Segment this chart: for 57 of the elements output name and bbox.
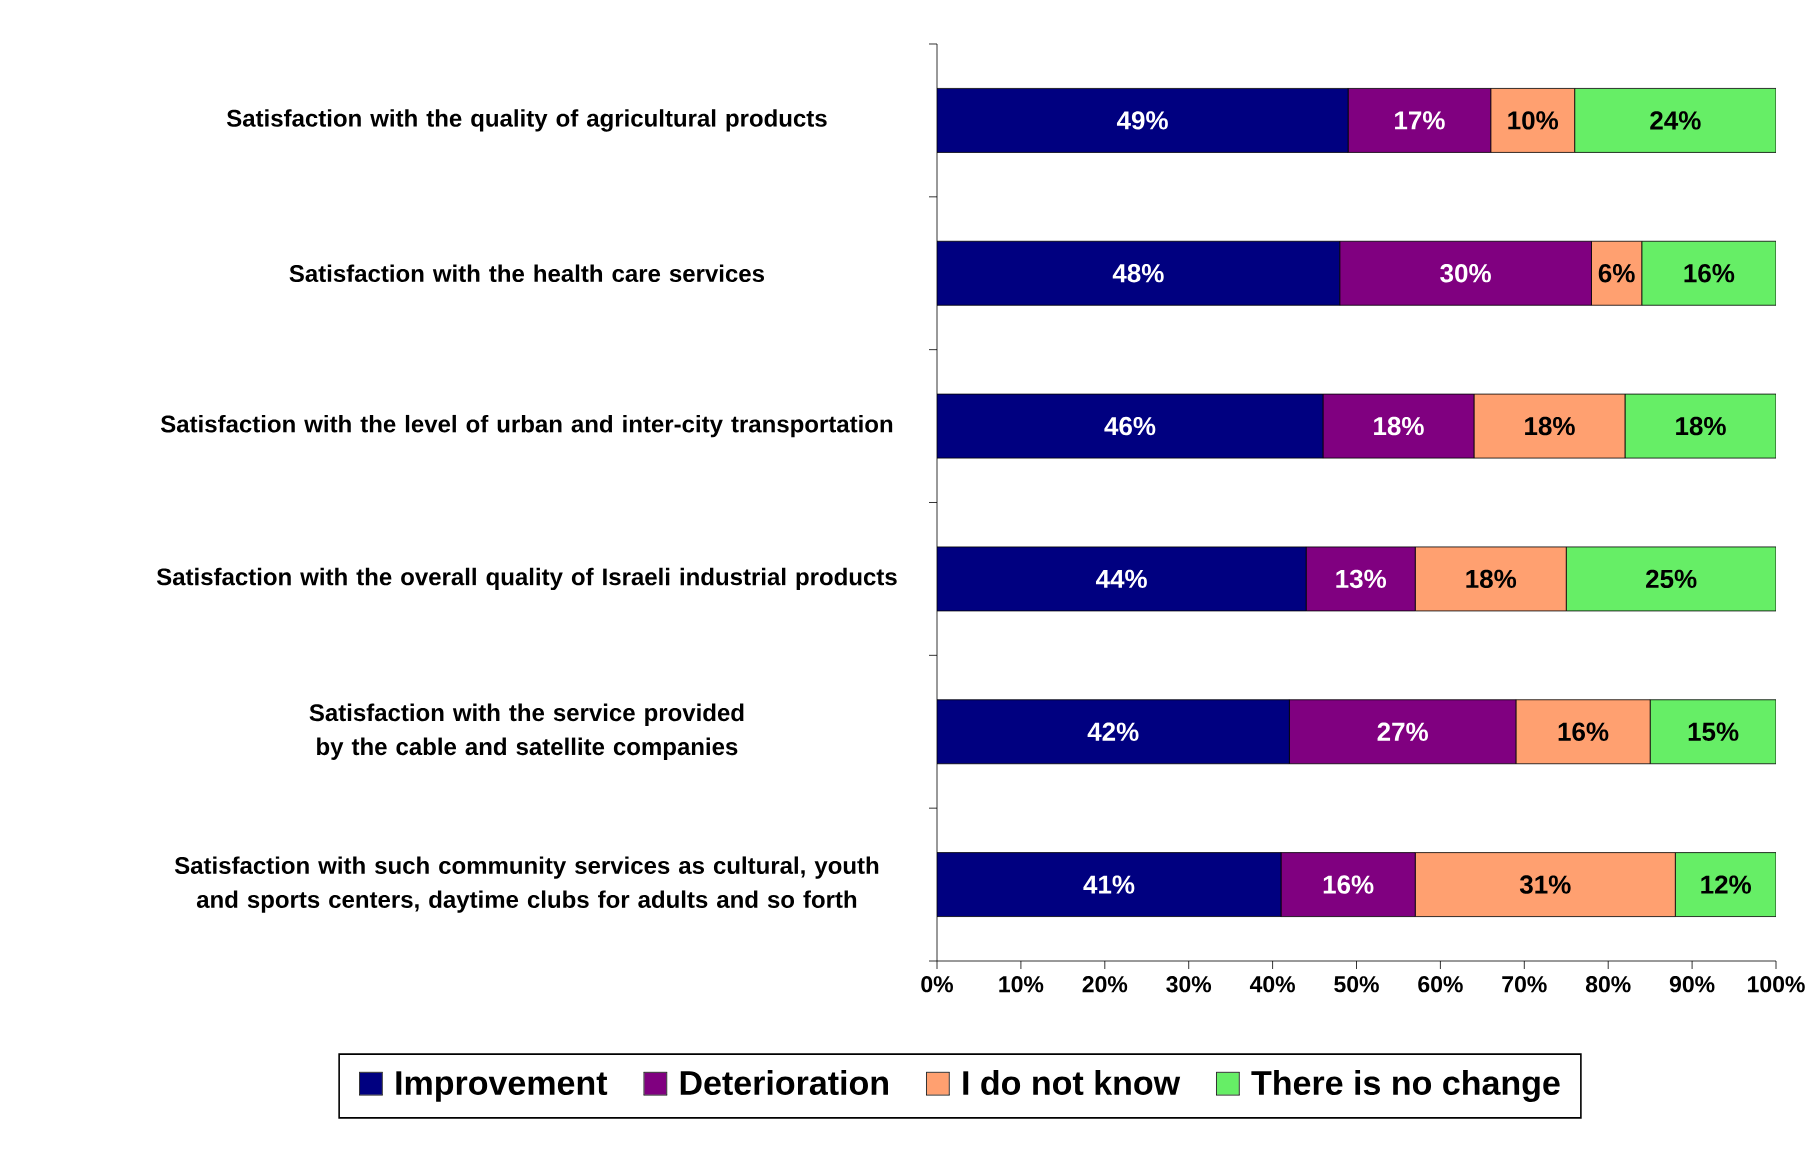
bar [937, 393, 1324, 459]
data-label: 18% [1525, 416, 1575, 436]
data-label: 41% [1083, 875, 1135, 894]
bar [937, 546, 1307, 612]
bar [1574, 88, 1777, 153]
data-label: 49% [1116, 111, 1168, 130]
data-label: 18% [1676, 416, 1726, 436]
data-label: 25% [1646, 569, 1697, 589]
x-tick-label: 0% [921, 976, 953, 993]
bar [1565, 546, 1777, 612]
bar [937, 88, 1349, 153]
data-label: 16% [1684, 264, 1735, 283]
legend-label: Deterioration [680, 1070, 888, 1096]
data-label: 18% [1374, 416, 1424, 436]
data-label: 15% [1688, 722, 1739, 741]
data-label: 13% [1336, 569, 1387, 589]
bar [937, 699, 1290, 765]
x-tick-label: 40% [1249, 976, 1295, 993]
x-tick-label: 30% [1166, 976, 1212, 993]
data-label: 44% [1095, 569, 1147, 589]
x-tick-label: 80% [1585, 976, 1631, 993]
y-tick-label: Satisfaction with the overall quality of Israeli industrial products [156, 567, 897, 591]
legend-label: There is no change [1251, 1070, 1560, 1102]
data-label: 17% [1395, 111, 1445, 130]
x-tick-label: 50% [1334, 976, 1379, 993]
data-label: 48% [1112, 264, 1164, 283]
data-label: 27% [1377, 722, 1428, 741]
x-tick-label: 90% [1669, 976, 1715, 993]
x-tick-label: 10% [999, 976, 1044, 993]
data-label: 6% [1598, 264, 1635, 283]
bar [937, 852, 1282, 917]
y-tick-label: Satisfaction with the level of urban and inter-city transportation [160, 414, 893, 438]
x-tick-label: 100% [1748, 976, 1805, 993]
data-label: 12% [1701, 875, 1751, 894]
x-tick-label: 20% [1082, 976, 1128, 993]
x-tick-label: 70% [1502, 976, 1547, 993]
y-tick-label: Satisfaction with the quality of agricultural products [226, 109, 827, 132]
bar [1649, 699, 1777, 765]
data-label: 30% [1440, 264, 1491, 283]
data-label: 24% [1650, 111, 1701, 130]
y-tick-label: Satisfaction with the service provided by the cable and satellite companies [309, 703, 744, 760]
data-label: 10% [1508, 111, 1559, 130]
y-tick-label: Satisfaction with the health care services [289, 264, 764, 283]
data-label: 18% [1466, 569, 1517, 589]
bar [1641, 240, 1777, 306]
data-label: 46% [1104, 416, 1156, 436]
bar [1674, 852, 1777, 917]
y-tick-label: Satisfaction with such community services as cultural, youth and sports centers, daytime clubs for adults and so forth [174, 856, 879, 913]
data-label: 31% [1519, 875, 1571, 894]
bar [937, 240, 1341, 306]
data-label: 42% [1087, 722, 1139, 741]
x-tick-label: 60% [1418, 976, 1463, 993]
legend-label: Improvement [396, 1071, 608, 1102]
data-label: 16% [1323, 875, 1374, 894]
bar [1624, 393, 1777, 459]
data-label: 16% [1558, 722, 1609, 741]
legend-label: I do not know [963, 1070, 1181, 1096]
